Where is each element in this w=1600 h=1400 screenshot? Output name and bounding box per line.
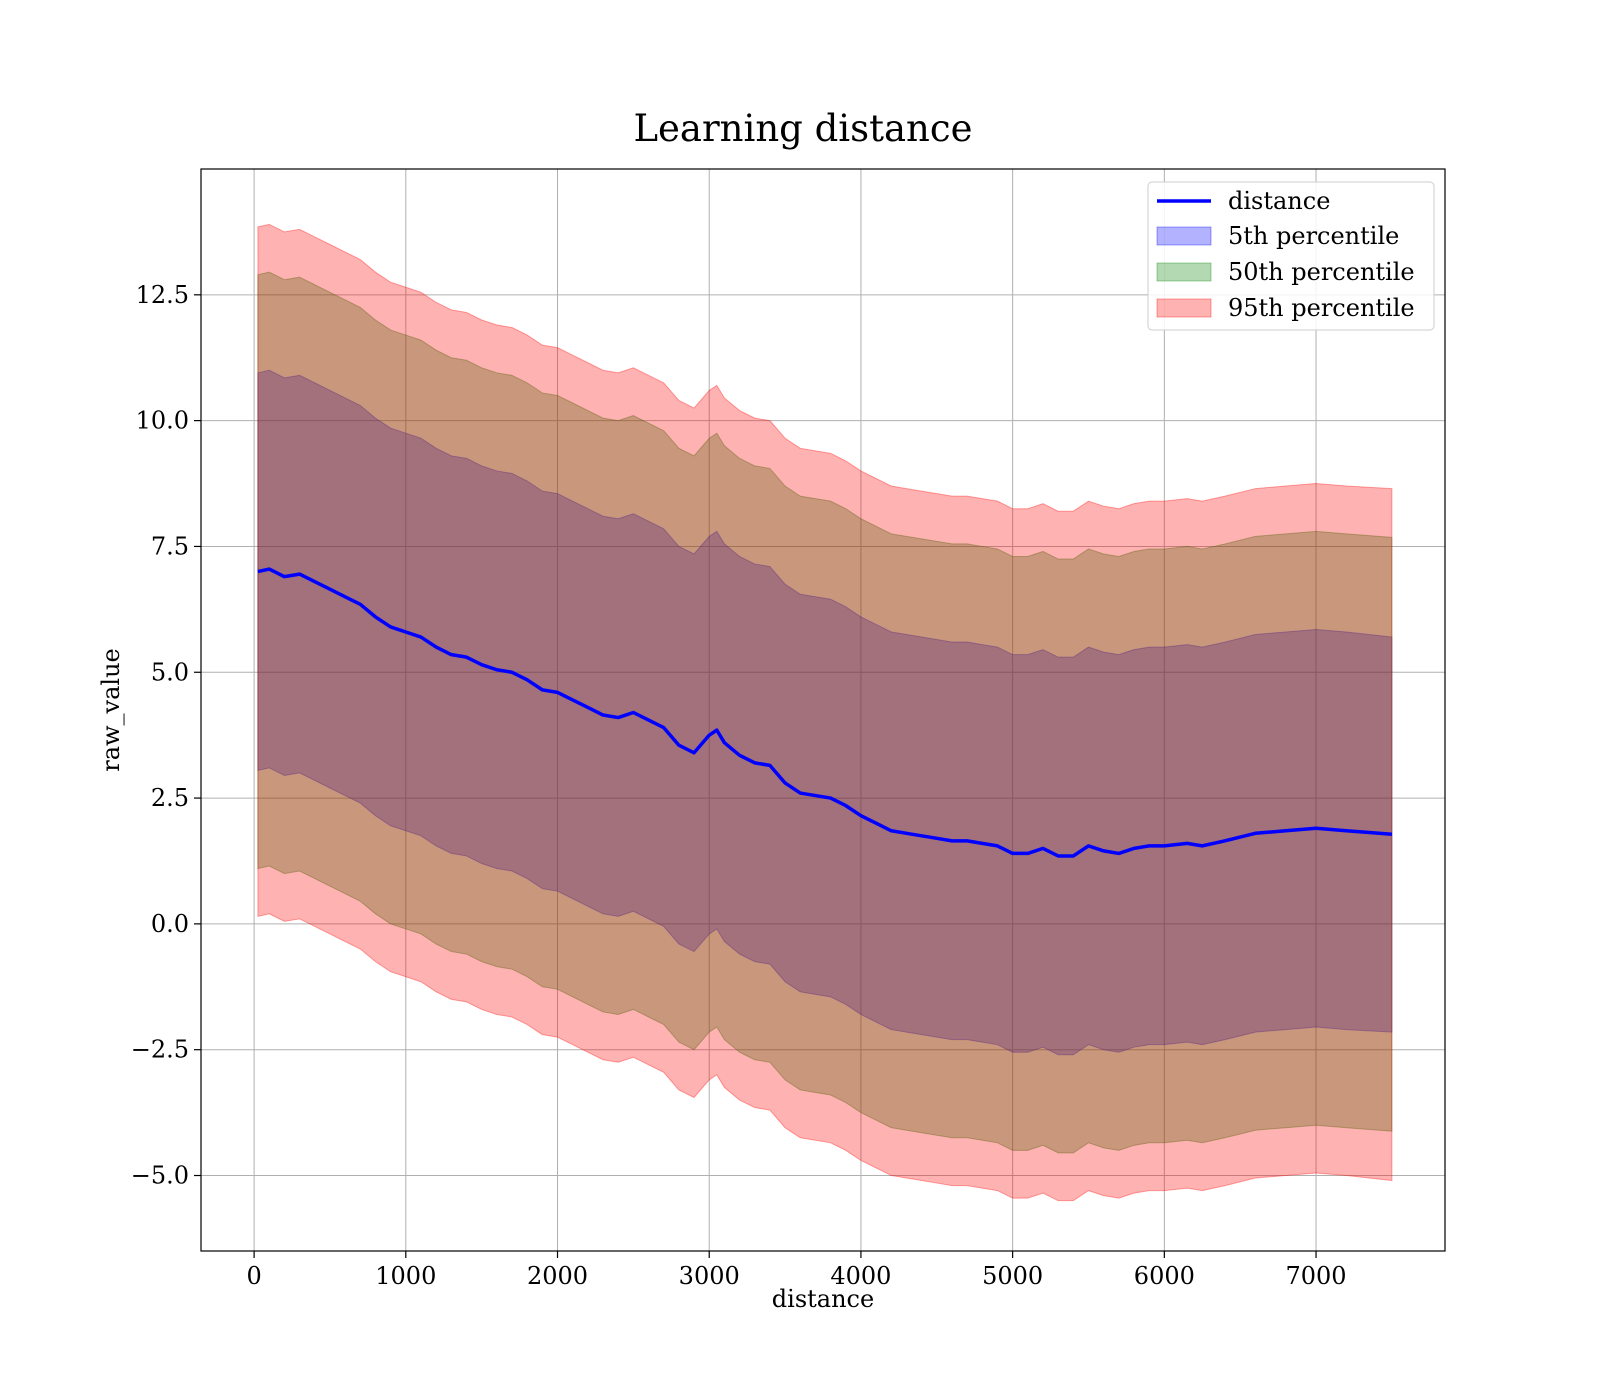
legend: distance 5th percentile 50th percentile … [1147, 181, 1435, 331]
y-tick-label: −5.0 [131, 1162, 189, 1190]
y-tick-label: 10.0 [136, 407, 189, 435]
legend-box [1147, 181, 1435, 331]
y-tick-label: 12.5 [136, 281, 189, 309]
x-tick-label: 0 [246, 1262, 261, 1290]
legend-label-95th-percentile: 95th percentile [1228, 294, 1415, 322]
y-axis-label: raw_value [97, 648, 125, 772]
axes-frame [200, 168, 1446, 1252]
band-5th-percentile [257, 369, 1393, 1056]
series-line-distance [257, 567, 1393, 858]
y-tick-label: 7.5 [151, 532, 189, 560]
legend-label-distance: distance [1228, 187, 1330, 215]
x-tick-label: 3000 [679, 1262, 740, 1290]
grid-lines [201, 169, 1445, 1251]
legend-swatch-5th-percentile [1156, 226, 1212, 246]
band-95th-percentile [257, 223, 1393, 1202]
legend-swatch-50th-percentile [1156, 262, 1212, 282]
band-50th-percentile [257, 271, 1393, 1154]
y-tick-label: 0.0 [151, 910, 189, 938]
legend-swatch-95th-percentile [1156, 298, 1212, 318]
chart-title: Learning distance [633, 107, 972, 150]
x-tick-label: 4000 [830, 1262, 891, 1290]
x-tick-label: 5000 [982, 1262, 1043, 1290]
x-tick-label: 1000 [375, 1262, 436, 1290]
legend-label-50th-percentile: 50th percentile [1228, 258, 1415, 286]
legend-label-5th-percentile: 5th percentile [1228, 222, 1399, 250]
distance-line-layer [257, 567, 1393, 858]
y-tick-label: −2.5 [131, 1036, 189, 1064]
percentile-bands [257, 223, 1393, 1202]
x-tick-label: 7000 [1286, 1262, 1347, 1290]
y-tick-label: 2.5 [151, 784, 189, 812]
y-axis-ticks: −5.0 −2.5 0.0 2.5 5.0 7.5 10.0 12.5 [131, 281, 201, 1190]
x-axis-label: distance [772, 1285, 874, 1313]
x-tick-label: 2000 [527, 1262, 588, 1290]
x-axis-ticks: 0 1000 2000 3000 4000 5000 6000 7000 [246, 1251, 1347, 1290]
y-tick-label: 5.0 [151, 658, 189, 686]
x-tick-label: 6000 [1134, 1262, 1195, 1290]
